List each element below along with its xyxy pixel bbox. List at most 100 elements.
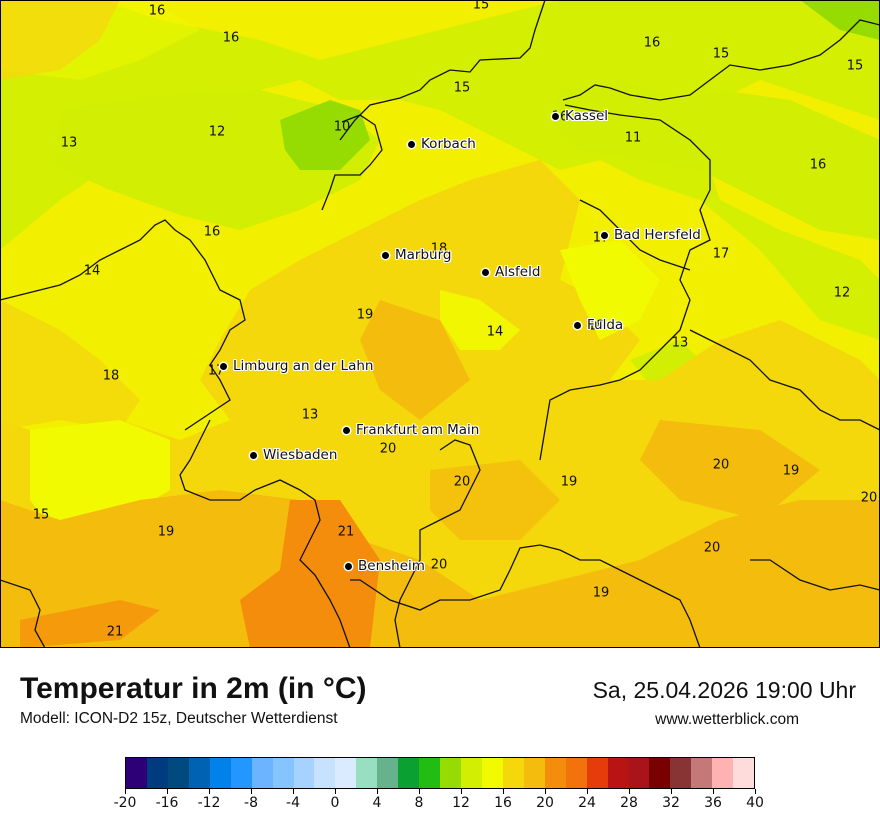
- colorbar-band: [356, 758, 378, 788]
- city-marker: Limburg an der Lahn: [220, 358, 373, 374]
- colorbar-tick-mark: [544, 789, 546, 794]
- temperature-value: 15: [712, 46, 730, 62]
- colorbar-band: [481, 758, 503, 788]
- city-dot-icon: [408, 140, 415, 148]
- colorbar-band: [502, 758, 524, 788]
- forecast-datetime: Sa, 25.04.2026 19:00 Uhr: [592, 677, 856, 703]
- colorbar-band: [209, 758, 231, 788]
- colorbar-tick-label: -12: [197, 795, 221, 811]
- colorbar-tick-label: 16: [494, 795, 512, 811]
- city-marker: Alsfeld: [482, 264, 540, 280]
- temperature-value: 16: [203, 224, 221, 240]
- colorbar-band: [398, 758, 420, 788]
- colorbar-tick-mark: [712, 789, 714, 794]
- temperature-value: 15: [32, 507, 50, 523]
- temperature-value: 15: [472, 0, 490, 13]
- city-marker: Korbach: [408, 136, 476, 152]
- temperature-value: 13: [301, 407, 319, 423]
- temperature-value: 19: [157, 524, 175, 540]
- city-marker: Bensheim: [345, 558, 425, 574]
- city-name: Fulda: [587, 317, 624, 333]
- colorbar-band: [251, 758, 273, 788]
- colorbar-tick-label: 28: [620, 795, 638, 811]
- temperature-value: 16: [222, 30, 240, 46]
- colorbar-band: [607, 758, 629, 788]
- temperature-value: 14: [486, 324, 504, 340]
- temperature-value: 20: [860, 490, 878, 506]
- colorbar-band: [628, 758, 650, 788]
- city-name: Alsfeld: [495, 264, 541, 280]
- temperature-map[interactable]: 16 16 15 16 15 15 15 13 12 10 16 11 16 16 18 17 17 14 12 19…: [0, 0, 880, 648]
- temperature-value: 19: [592, 585, 610, 601]
- temperature-value: 20: [430, 557, 448, 573]
- city-name: Marburg: [395, 247, 452, 263]
- temperature-value: 18: [102, 368, 120, 384]
- colorbar-legend: [125, 757, 755, 789]
- temperature-value: 19: [560, 474, 578, 490]
- city-name: Korbach: [421, 136, 476, 152]
- city-marker: Fulda: [574, 317, 623, 333]
- colorbar-band: [146, 758, 168, 788]
- city-dot-icon: [382, 251, 389, 259]
- colorbar-tick-mark: [670, 789, 672, 794]
- colorbar-band: [691, 758, 713, 788]
- colorbar-band: [293, 758, 315, 788]
- colorbar-band: [314, 758, 336, 788]
- temperature-value: 21: [106, 624, 124, 640]
- colorbar-tick-label: -20: [113, 795, 137, 811]
- city-name: Kassel: [565, 108, 609, 124]
- temperature-value: 10: [333, 119, 351, 135]
- colorbar-band: [649, 758, 671, 788]
- colorbar-band: [167, 758, 189, 788]
- temperature-value: 13: [671, 335, 689, 351]
- colorbar-tick-mark: [250, 789, 252, 794]
- temperature-value: 14: [83, 263, 101, 279]
- colorbar-tick-mark: [628, 789, 630, 794]
- colorbar-band: [272, 758, 294, 788]
- temperature-value: 18: [430, 241, 448, 257]
- colorbar-tick-mark: [124, 789, 126, 794]
- city-dot-icon: [250, 451, 257, 459]
- colorbar-band: [335, 758, 357, 788]
- colorbar-tick-mark: [292, 789, 294, 794]
- colorbar-tick-mark: [460, 789, 462, 794]
- city-marker: Kassel: [552, 108, 608, 124]
- city-dot-icon: [552, 112, 559, 120]
- temperature-value: 19: [782, 463, 800, 479]
- temperature-value: 21: [337, 524, 355, 540]
- colorbar-tick-mark: [418, 789, 420, 794]
- temperature-value: 15: [846, 58, 864, 74]
- colorbar-tick-label: 4: [372, 795, 382, 811]
- colorbar-band: [733, 758, 755, 788]
- temperature-value: 12: [208, 124, 226, 140]
- colorbar-tick-label: 20: [536, 795, 554, 811]
- temperature-value: 17: [712, 246, 730, 262]
- temperature-value: 15: [453, 80, 471, 96]
- website-link[interactable]: www.wetterblick.com: [655, 711, 799, 728]
- colorbar-band: [461, 758, 482, 788]
- colorbar-tick-mark: [166, 789, 168, 794]
- chart-title: Temperatur in 2m (in °C): [20, 672, 367, 705]
- city-dot-icon: [220, 362, 227, 370]
- colorbar-band: [586, 758, 608, 788]
- city-marker: Frankfurt am Main: [343, 422, 479, 438]
- colorbar-band: [377, 758, 399, 788]
- temperature-value: 16: [643, 35, 661, 51]
- city-dot-icon: [345, 562, 352, 570]
- colorbar-tick-label: 12: [452, 795, 470, 811]
- temperature-value: 13: [60, 135, 78, 151]
- colorbar-band: [230, 758, 252, 788]
- colorbar-tick-label: 36: [704, 795, 722, 811]
- temperature-value: 12: [833, 285, 851, 301]
- temperature-value: 20: [453, 474, 471, 490]
- city-name: Wiesbaden: [263, 447, 338, 463]
- colorbar-tick-label: 8: [414, 795, 424, 811]
- colorbar-tick-mark: [586, 789, 588, 794]
- temperature-field: [0, 0, 880, 648]
- city-marker: Marburg: [382, 247, 451, 263]
- city-name: Bensheim: [358, 558, 425, 574]
- city-dot-icon: [343, 426, 350, 434]
- colorbar-tick-label: 32: [662, 795, 680, 811]
- colorbar-tick-mark: [208, 789, 210, 794]
- colorbar-band: [565, 758, 587, 788]
